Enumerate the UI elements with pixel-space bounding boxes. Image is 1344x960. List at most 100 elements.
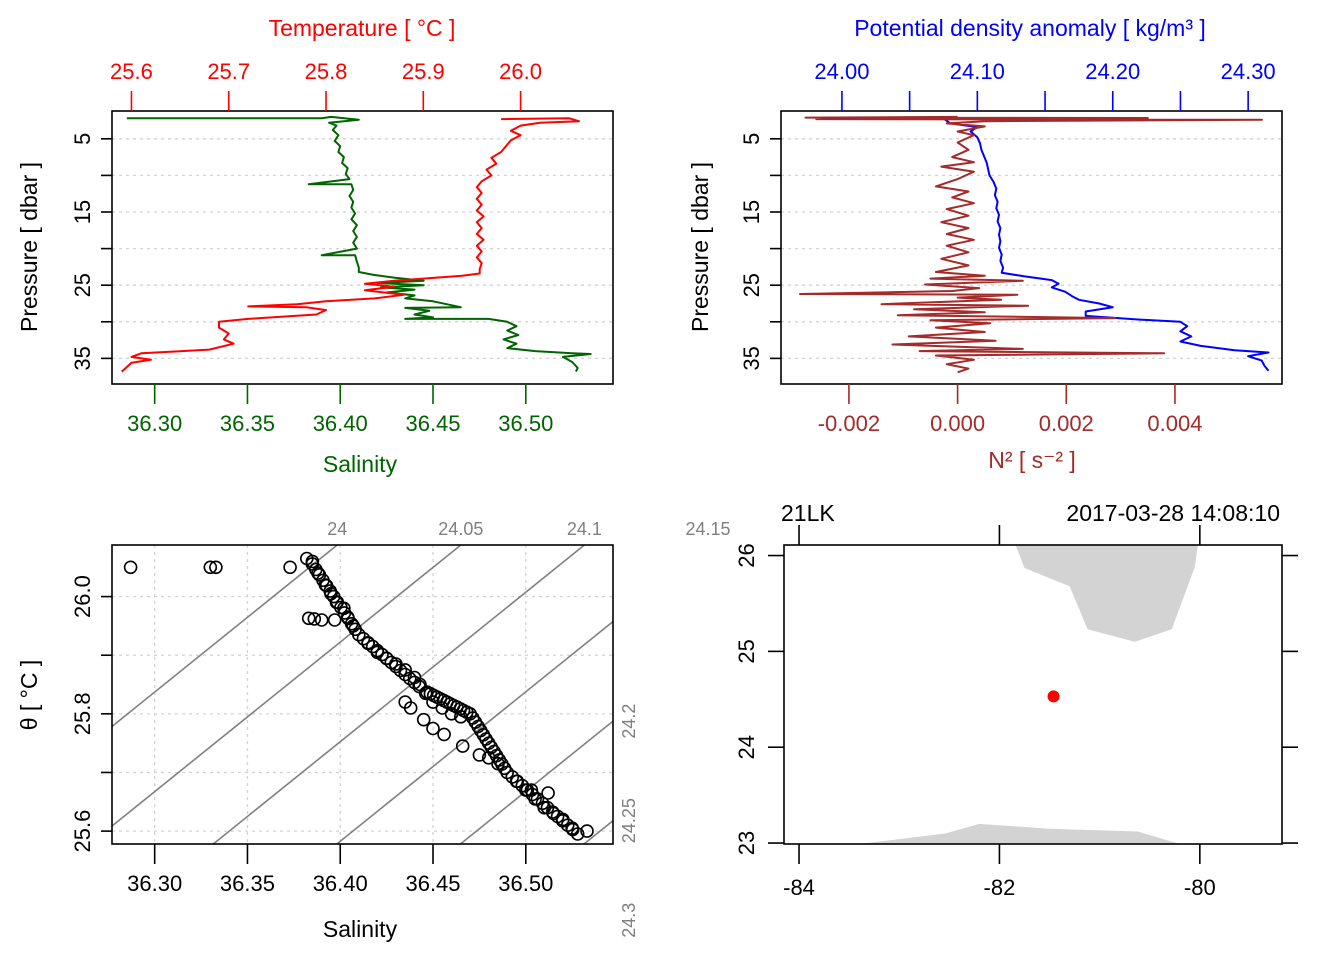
- data-point: [123, 560, 138, 575]
- y-tick-label: 26.0: [70, 575, 95, 618]
- data-point: [384, 655, 399, 670]
- isopycnal-label: 24.05: [438, 519, 483, 539]
- data-point: [403, 701, 418, 715]
- top-tick-label: 24.00: [814, 59, 869, 84]
- y-tick-label: 25: [734, 639, 759, 663]
- plot-area: [859, 545, 1198, 844]
- axes: -84 -82 -80 23 24 25 26: [734, 525, 1298, 900]
- top-tick-label: 25.8: [305, 59, 348, 84]
- data-point: [472, 748, 487, 762]
- x-tick-label: 36.35: [220, 871, 275, 896]
- bottom-tick-label: 0.002: [1039, 411, 1094, 436]
- top-tick-label: 25.6: [110, 59, 153, 84]
- data-point: [365, 639, 380, 654]
- y-tick-label: 15: [739, 200, 764, 224]
- y-tick-label: 24: [734, 735, 759, 759]
- density-n2-panel: 5 15 25 35 24.00 24.10 24.20 24.30 -0.002 0.000 0.…: [687, 15, 1283, 473]
- isopycnal-label: 24.3: [619, 903, 639, 938]
- series-line-n2: [799, 115, 1263, 374]
- ts-profile-panel: 5 15 25 35 25.6 25.7 25.8 25.9 26.0 36.30 36.35 36.…: [16, 15, 614, 477]
- isopycnal-label: 24.25: [619, 798, 639, 843]
- x-tick-label: 36.50: [498, 871, 553, 896]
- series-line-salinity: [126, 115, 592, 373]
- data-point: [301, 611, 316, 626]
- isopycnal-line: [335, 620, 613, 844]
- top-tick-label: 26.0: [499, 59, 542, 84]
- y-tick-label: 23: [734, 831, 759, 855]
- x-tick-label: 36.30: [127, 871, 182, 896]
- y-tick-label: 25: [739, 273, 764, 297]
- y-tick-label: 5: [70, 133, 95, 145]
- axes: 36.30 36.35 36.40 36.45 36.50 25.6 25.8 26.0 24 2…: [70, 519, 731, 938]
- isopycnal-line: [582, 819, 613, 844]
- isopycnal-lines: [112, 545, 613, 844]
- x-tick-label: -84: [783, 875, 815, 900]
- bottom-axis-title: N² [ s⁻² ]: [988, 447, 1076, 473]
- axes: 5 15 25 35 25.6 25.7 25.8 25.9 26.0 36.30 36.35 36.…: [70, 59, 553, 436]
- bottom-tick-label: 36.50: [498, 411, 553, 436]
- bottom-tick-label: 36.45: [405, 411, 460, 436]
- data-point: [203, 560, 218, 575]
- isopycnal-label: 24.15: [685, 519, 730, 539]
- station-time: 2017-03-28 14:08:10: [1066, 500, 1280, 526]
- x-tick-label: 36.45: [405, 871, 460, 896]
- top-axis-title: Potential density anomaly [ kg/m³ ]: [854, 15, 1206, 41]
- grid: [781, 138, 1282, 360]
- bottom-tick-label: 36.40: [313, 411, 368, 436]
- data-point: [455, 739, 470, 753]
- station-marker: [1047, 690, 1060, 703]
- isopycnal-line: [212, 545, 586, 844]
- plot-area: [121, 115, 592, 373]
- plot-area: [123, 551, 594, 841]
- top-tick-label: 25.7: [207, 59, 250, 84]
- data-point: [398, 667, 413, 682]
- data-point: [379, 651, 394, 666]
- top-tick-label: 24.30: [1221, 59, 1276, 84]
- x-tick-label: -80: [1184, 875, 1216, 900]
- bottom-tick-label: 0.000: [930, 411, 985, 436]
- plot-area: [799, 115, 1270, 374]
- data-point: [541, 786, 555, 800]
- data-point: [356, 631, 371, 646]
- top-tick-label: 25.9: [402, 59, 445, 84]
- grid: [112, 138, 613, 360]
- data-point: [416, 712, 431, 727]
- isopycnal-label: 24.1: [567, 519, 602, 539]
- y-axis-title: θ [ °C ]: [16, 660, 42, 731]
- plot-frame: [111, 544, 614, 845]
- station-name: 21LK: [781, 500, 835, 526]
- land-polygon: [859, 823, 1180, 844]
- plot-frame: [111, 110, 614, 385]
- top-tick-label: 24.20: [1085, 59, 1140, 84]
- y-axis-title: Pressure [ dbar ]: [16, 162, 42, 332]
- scatter-points: [123, 551, 594, 841]
- isopycnals: [112, 545, 613, 844]
- y-tick-label: 35: [739, 346, 764, 370]
- top-tick-label: 24.10: [950, 59, 1005, 84]
- x-tick-label: 36.40: [313, 871, 368, 896]
- data-point: [580, 824, 594, 838]
- axes: 5 15 25 35 24.00 24.10 24.20 24.30 -0.002 0.000 0.…: [739, 59, 1276, 436]
- data-point: [393, 663, 408, 678]
- bottom-tick-label: -0.002: [818, 411, 880, 436]
- isopycnal-line: [112, 545, 463, 828]
- x-axis-title: Salinity: [323, 916, 398, 942]
- data-point: [327, 613, 342, 627]
- land-polygon: [1015, 545, 1198, 642]
- data-point: [389, 659, 403, 674]
- y-tick-label: 25: [70, 273, 95, 297]
- ts-diagram-panel: 36.30 36.35 36.40 36.45 36.50 25.6 25.8 26.0 24 2…: [16, 519, 731, 942]
- isopycnal-label: 24.2: [619, 704, 639, 739]
- series-line-temperature: [121, 117, 580, 373]
- data-point: [283, 560, 297, 575]
- y-tick-label: 35: [70, 346, 95, 370]
- data-point: [426, 721, 440, 736]
- plot-frame: [780, 110, 1283, 385]
- series-line-potential-density-anomaly: [821, 117, 1270, 372]
- data-point: [370, 643, 385, 658]
- y-axis-title: Pressure [ dbar ]: [687, 162, 713, 332]
- data-point: [348, 622, 363, 637]
- data-point: [402, 671, 417, 686]
- top-axis-title: Temperature [ °C ]: [269, 15, 456, 41]
